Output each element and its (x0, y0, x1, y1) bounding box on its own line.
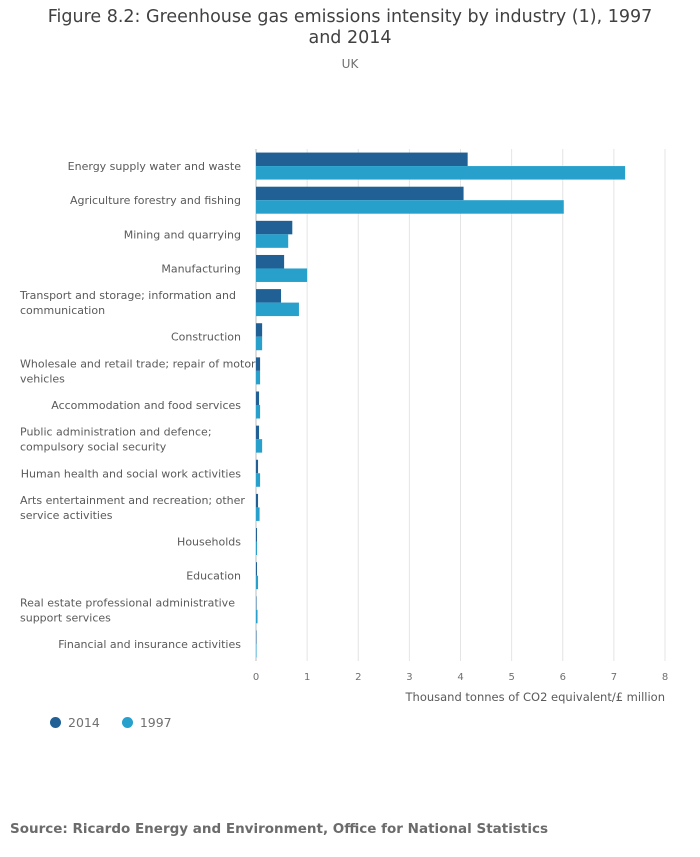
bar-2014-4[interactable] (256, 289, 282, 303)
gridlines (255, 149, 666, 661)
category-label: Public administration and defence; (20, 426, 212, 439)
chart-title: Figure 8.2: Greenhouse gas emissions int… (47, 7, 653, 48)
bar-1997-12[interactable] (256, 575, 259, 590)
bar-1997-11[interactable] (256, 541, 258, 556)
category-label: Mining and quarrying (124, 228, 241, 241)
bar-2014-3[interactable] (256, 254, 285, 269)
legend-item-2014[interactable]: 2014 (50, 715, 100, 730)
bar-1997-2[interactable] (256, 234, 289, 248)
category-label: Energy supply water and waste (68, 160, 242, 173)
bar-1997-13[interactable] (256, 609, 258, 624)
bar-2014-1[interactable] (256, 186, 464, 201)
x-tick-label-5: 5 (508, 672, 514, 683)
category-label: Arts entertainment and recreation; other (20, 494, 245, 507)
x-tick-label-2: 2 (355, 672, 361, 683)
legend-marker-1997 (121, 717, 133, 728)
bar-2014-6[interactable] (256, 357, 261, 371)
bar-1997-6[interactable] (256, 370, 261, 385)
category-label: Accommodation and food services (51, 399, 241, 412)
source-note: Source: Ricardo Energy and Environment, … (10, 821, 548, 837)
category-labels: Energy supply water and waste Agriculture… (19, 160, 256, 651)
bar-2014-7[interactable] (256, 391, 260, 406)
bar-1997-14[interactable] (256, 643, 257, 658)
bar-1997-9[interactable] (256, 473, 261, 487)
x-tick-label-8: 8 (662, 672, 668, 683)
category-label: Manufacturing (161, 262, 241, 275)
x-tick-label-6: 6 (560, 672, 566, 683)
bar-1997-8[interactable] (256, 439, 263, 453)
category-label: Agriculture forestry and fishing (70, 194, 241, 207)
x-tick-label-0: 0 (253, 672, 259, 683)
bar-2014-8[interactable] (256, 425, 260, 440)
category-label: communication (20, 304, 105, 317)
legend-label-1997: 1997 (139, 715, 172, 730)
x-tick-label-3: 3 (406, 672, 412, 683)
category-label: Real estate professional administrative (20, 596, 235, 609)
bar-2014-10[interactable] (256, 493, 259, 508)
x-axis-title: Thousand tonnes of CO2 equivalent/£ mill… (405, 690, 666, 704)
legend: 2014 1997 (50, 715, 194, 730)
bar-2014-5[interactable] (256, 323, 263, 337)
category-label: Wholesale and retail trade; repair of mo… (20, 357, 256, 370)
bar-2014-12[interactable] (256, 562, 258, 576)
bar-2014-2[interactable] (256, 220, 293, 235)
category-label: Transport and storage; information and (19, 289, 236, 302)
category-label: Education (186, 570, 241, 583)
category-label: Financial and insurance activities (58, 638, 241, 651)
chart-subtitle: UK (341, 57, 359, 71)
bar-2014-0[interactable] (256, 152, 468, 167)
x-tick-label-1: 1 (304, 672, 310, 683)
category-label: Human health and social work activities (21, 467, 242, 480)
category-label: support services (20, 611, 111, 624)
bar-1997-7[interactable] (256, 405, 261, 419)
category-label: vehicles (20, 372, 65, 385)
bar-chart: Energy supply water and waste Agriculture… (19, 149, 668, 704)
bar-1997-3[interactable] (256, 268, 308, 282)
legend-marker-2014 (50, 717, 61, 728)
x-tick-labels: 0 1 2 3 4 5 6 7 8 (253, 672, 668, 683)
bar-1997-5[interactable] (256, 336, 263, 351)
category-label: compulsory social security (20, 441, 167, 454)
bar-1997-4[interactable] (256, 302, 299, 317)
bar-1997-0[interactable] (256, 166, 626, 180)
bar-2014-13[interactable] (256, 596, 257, 610)
x-tick-label-4: 4 (457, 672, 463, 683)
bar-1997-1[interactable] (256, 200, 564, 214)
legend-item-1997[interactable]: 1997 (121, 715, 172, 730)
bars (256, 152, 626, 658)
bar-1997-10[interactable] (256, 507, 260, 521)
category-label: Construction (171, 331, 241, 344)
bar-2014-14[interactable] (256, 630, 257, 644)
category-label: Households (177, 536, 241, 549)
x-tick-label-7: 7 (611, 672, 617, 683)
legend-label-2014: 2014 (68, 715, 100, 730)
bar-2014-11[interactable] (256, 528, 258, 542)
category-label: service activities (20, 509, 113, 522)
bar-2014-9[interactable] (256, 459, 259, 474)
